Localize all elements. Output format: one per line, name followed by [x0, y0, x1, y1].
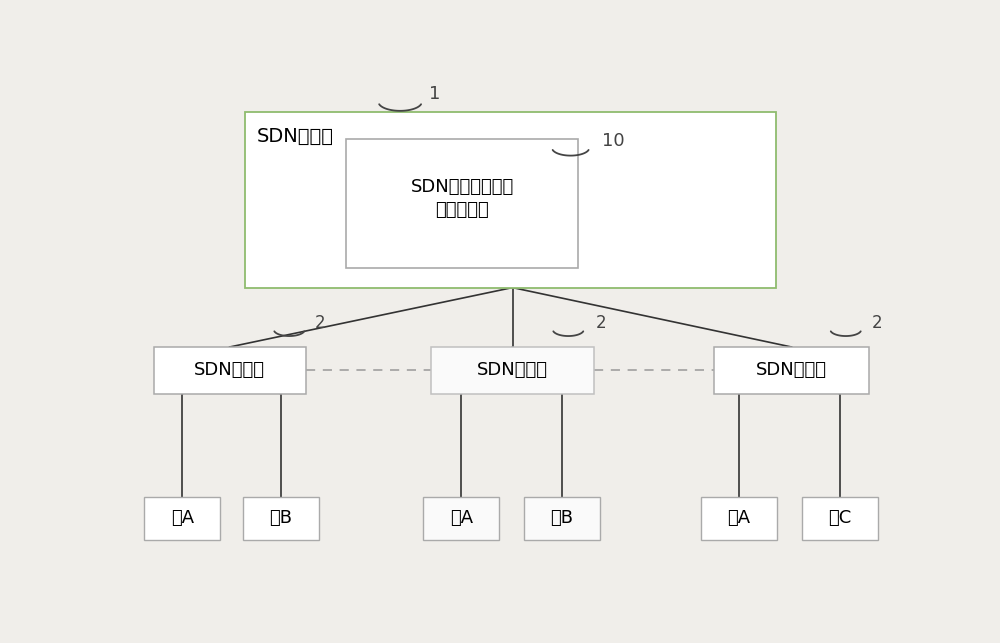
- Text: 域B: 域B: [551, 509, 574, 527]
- Text: SDN网络设备控制
面管理装置: SDN网络设备控制 面管理装置: [411, 177, 514, 219]
- Text: 域B: 域B: [269, 509, 292, 527]
- Text: SDN交换机: SDN交换机: [756, 361, 827, 379]
- FancyBboxPatch shape: [154, 347, 306, 394]
- FancyBboxPatch shape: [144, 496, 220, 540]
- Text: 域A: 域A: [450, 509, 473, 527]
- Text: SDN交换机: SDN交换机: [477, 361, 548, 379]
- Text: 2: 2: [315, 314, 326, 332]
- FancyBboxPatch shape: [802, 496, 878, 540]
- Text: 2: 2: [871, 314, 882, 332]
- Text: SDN控制器: SDN控制器: [257, 127, 334, 146]
- Text: 域A: 域A: [171, 509, 194, 527]
- FancyBboxPatch shape: [245, 112, 776, 287]
- Text: 域A: 域A: [727, 509, 750, 527]
- Text: 10: 10: [602, 132, 625, 150]
- Text: SDN交换机: SDN交换机: [194, 361, 265, 379]
- Text: 2: 2: [596, 314, 606, 332]
- FancyBboxPatch shape: [431, 347, 594, 394]
- FancyBboxPatch shape: [524, 496, 600, 540]
- FancyBboxPatch shape: [701, 496, 777, 540]
- Text: 域C: 域C: [828, 509, 851, 527]
- FancyBboxPatch shape: [346, 139, 578, 267]
- FancyBboxPatch shape: [423, 496, 499, 540]
- FancyBboxPatch shape: [714, 347, 869, 394]
- Text: 1: 1: [429, 86, 441, 104]
- FancyBboxPatch shape: [243, 496, 319, 540]
